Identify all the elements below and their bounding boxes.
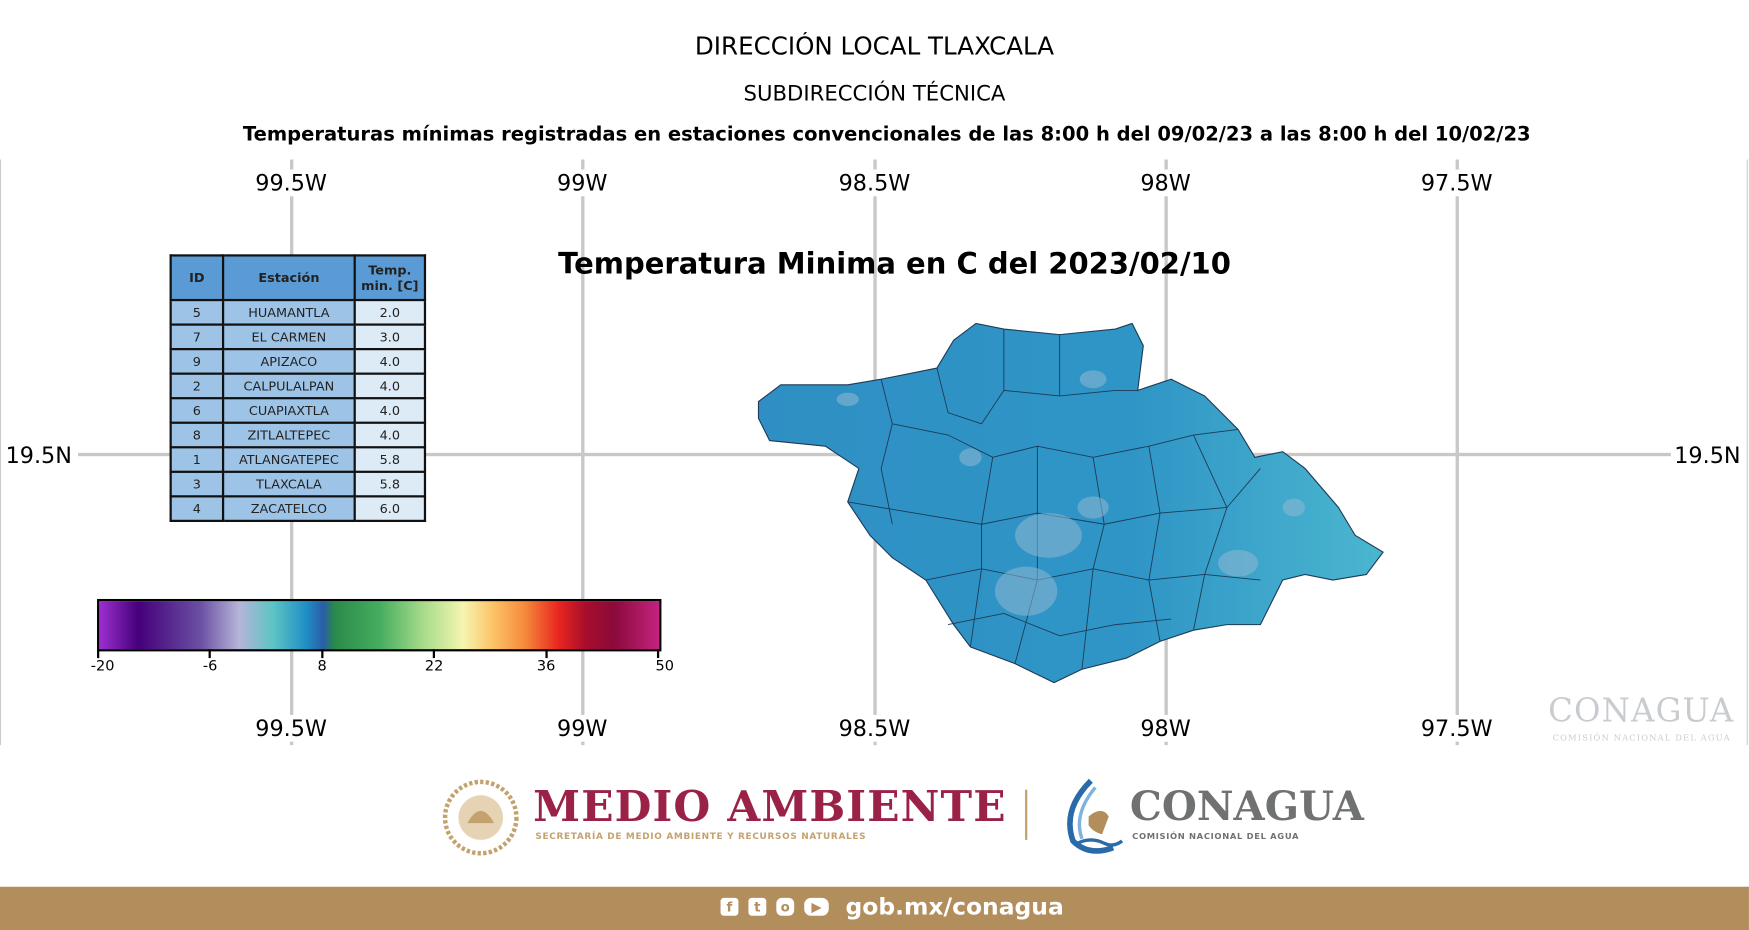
station-id: 8: [169, 421, 225, 449]
map-title: Temperatura Minima en C del 2023/02/10: [558, 247, 1231, 282]
colorbar-tick-label: -20: [90, 658, 115, 675]
conagua-logo: CONAGUA: [1129, 783, 1364, 830]
colorbar-tick-label: -6: [202, 658, 218, 675]
footer-url-link[interactable]: gob.mx/conagua: [845, 893, 1064, 921]
lon-label: 99.5W: [224, 714, 359, 742]
station-temp: 5.8: [353, 470, 427, 498]
station-name: ZACATELCO: [221, 495, 356, 523]
facebook-icon[interactable]: f: [720, 897, 739, 916]
colorbar-tick: [321, 649, 324, 659]
station-id: 5: [169, 298, 225, 326]
medio-ambiente-subtitle: SECRETARÍA DE MEDIO AMBIENTE Y RECURSOS …: [535, 830, 867, 842]
station-name: EL CARMEN: [221, 323, 356, 351]
state-outline: [757, 322, 1384, 684]
map-frame: [0, 159, 1748, 746]
lon-label: 98.5W: [807, 169, 942, 197]
page-subtitle: SUBDIRECCIÓN TÉCNICA: [743, 81, 1006, 106]
footer-bar: f t o ▶ gob.mx/conagua: [0, 886, 1749, 930]
station-name: CUAPIAXTLA: [221, 397, 356, 424]
lon-label: 98.5W: [807, 714, 942, 742]
station-name: CALPULALPAN: [221, 372, 356, 400]
table-row: 2 CALPULALPAN 4.0: [169, 372, 427, 400]
colorbar-tick-label: 22: [424, 658, 444, 675]
medio-ambiente-logo: MEDIO AMBIENTE: [533, 780, 1007, 831]
station-temp: 3.0: [353, 323, 427, 351]
station-temp: 2.0: [353, 298, 427, 326]
conagua-watermark-sub: COMISIÓN NACIONAL DEL AGUA: [1552, 732, 1731, 743]
station-temp: 4.0: [353, 397, 427, 424]
municipality-borders: [847, 329, 1261, 670]
table-row: 3 TLAXCALA 5.8: [169, 470, 427, 498]
table-row: 6 CUAPIAXTLA 4.0: [169, 397, 427, 424]
colorbar-tick-label: 36: [536, 658, 556, 675]
station-temp: 5.8: [353, 446, 427, 473]
col-header-id: ID: [169, 254, 225, 302]
colorbar: [97, 598, 662, 652]
table-row: 5 HUAMANTLA 2.0: [169, 298, 427, 326]
page-title: DIRECCIÓN LOCAL TLAXCALA: [694, 33, 1055, 62]
colorbar-tick: [544, 649, 548, 659]
col-header-station: Estación: [221, 254, 356, 302]
lat-label: 19.5N: [1674, 441, 1741, 469]
colorbar-tick: [97, 649, 100, 659]
logo-divider: [1025, 789, 1028, 840]
colorbar-tick-label: 8: [317, 658, 327, 675]
col-header-temp: Temp. min. [C]: [353, 254, 427, 302]
station-name: TLAXCALA: [221, 470, 356, 498]
colorbar-tick: [656, 649, 660, 659]
lon-label: 99W: [515, 714, 650, 742]
page-description: Temperaturas mínimas registradas en esta…: [242, 123, 1531, 147]
station-name: APIZACO: [221, 348, 356, 375]
station-id: 1: [169, 446, 225, 473]
lon-label: 98W: [1098, 714, 1233, 742]
station-id: 7: [169, 323, 225, 351]
table-row: 9 APIZACO 4.0: [169, 348, 427, 375]
station-id: 9: [169, 348, 225, 375]
station-id: 4: [169, 495, 225, 523]
station-name: ZITLALTEPEC: [221, 421, 356, 449]
station-temp: 6.0: [353, 495, 427, 523]
table-row: 4 ZACATELCO 6.0: [169, 495, 427, 523]
youtube-icon[interactable]: ▶: [804, 897, 829, 916]
station-id: 3: [169, 470, 225, 498]
station-temp: 4.0: [353, 372, 427, 400]
station-id: 6: [169, 397, 225, 424]
lon-label: 97.5W: [1389, 714, 1524, 742]
table-row: 8 ZITLALTEPEC 4.0: [169, 421, 427, 449]
colorbar-tick-label: 50: [655, 658, 674, 675]
lon-label: 99W: [515, 169, 650, 197]
station-name: ATLANGATEPEC: [221, 446, 356, 473]
conagua-subtitle: COMISIÓN NACIONAL DEL AGUA: [1132, 830, 1300, 842]
lon-label: 97.5W: [1389, 169, 1524, 197]
station-temp: 4.0: [353, 348, 427, 375]
lon-label: 99.5W: [224, 169, 359, 197]
table-row: 7 EL CARMEN 3.0: [169, 323, 427, 351]
conagua-watermark: CONAGUA: [1548, 691, 1735, 730]
station-name: HUAMANTLA: [221, 298, 356, 326]
station-temp: 4.0: [353, 421, 427, 449]
twitter-icon[interactable]: t: [748, 897, 767, 916]
instagram-icon[interactable]: o: [776, 897, 795, 916]
mexico-coat-of-arms-icon: [442, 779, 519, 856]
table-row: 1 ATLANGATEPEC 5.8: [169, 446, 427, 473]
lat-label: 19.5N: [5, 441, 72, 469]
gridline: [581, 159, 585, 746]
colorbar-tick: [432, 649, 436, 659]
station-id: 2: [169, 372, 225, 400]
stations-table: ID Estación Temp. min. [C] 5 HUAMANTLA 2.0…: [169, 254, 427, 523]
conagua-logo-icon: [1067, 778, 1124, 854]
gridline: [1455, 159, 1459, 746]
colorbar-tick: [209, 649, 212, 659]
lon-label: 98W: [1098, 169, 1233, 197]
urban-areas: [836, 370, 1306, 616]
